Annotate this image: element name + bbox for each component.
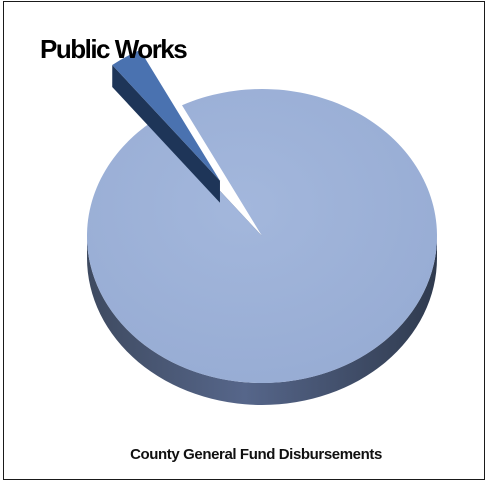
pie-label-general-fund: County General Fund Disbursements [130,446,382,463]
pie-slice-cutface-public-works [112,64,220,203]
pie-label-public-works: Public Works [40,34,187,64]
pie-slice-top-public-works [112,50,220,181]
pie-slice-top-general-fund [87,88,438,383]
pie-slice-public-works [112,50,220,203]
pie-slice-general-fund [87,88,438,405]
